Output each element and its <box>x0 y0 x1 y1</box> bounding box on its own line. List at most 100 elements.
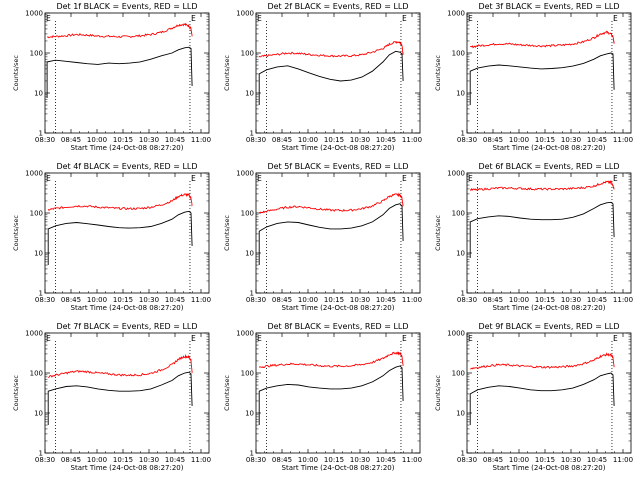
x-tick-label: 11:00 <box>613 296 633 304</box>
y-tick-label: 100 <box>30 210 43 218</box>
plot-frame <box>466 332 632 454</box>
y-axis-label: Counts/sec <box>223 375 231 411</box>
chart-title: Det 8f BLACK = Events, RED = LLD <box>267 322 408 331</box>
x-tick-label: 08:45 <box>272 456 292 464</box>
x-tick-label: 10:30 <box>561 456 581 464</box>
plot-frame <box>466 172 632 294</box>
chart-panel-8: Det 8f BLACK = Events, RED = LLD 1 10 100 10… <box>223 322 422 472</box>
y-tick-label: 10 <box>245 250 254 258</box>
x-tick-label: 08:30 <box>457 136 477 144</box>
y-tick-label: 100 <box>241 50 254 58</box>
y-tick-label: 1 <box>461 450 465 458</box>
marker-label-right: E <box>191 174 196 183</box>
x-tick-label: 11:00 <box>402 456 422 464</box>
chart-panel-5: Det 5f BLACK = Events, RED = LLD 1 10 100 10… <box>223 162 422 312</box>
y-tick-label: 100 <box>30 50 43 58</box>
x-axis-label: Start Time (24-Oct-08 08:27:20) <box>493 464 606 472</box>
series-line-lld <box>470 352 615 370</box>
marker-label-right: E <box>402 174 407 183</box>
chart-panel-1: Det 1f BLACK = Events, RED = LLD 1 10 100 10… <box>12 2 211 152</box>
y-tick-label: 1000 <box>25 330 43 338</box>
y-tick-label: 1 <box>39 450 43 458</box>
y-tick-label: 100 <box>452 370 465 378</box>
x-tick-label: 08:45 <box>483 296 503 304</box>
y-axis-label: Counts/sec <box>434 215 442 251</box>
x-axis-label: Start Time (24-Oct-08 08:27:20) <box>282 304 395 312</box>
x-tick-label: 10:30 <box>350 296 370 304</box>
x-tick-label: 10:00 <box>509 136 529 144</box>
x-axis-label: Start Time (24-Oct-08 08:27:20) <box>493 144 606 152</box>
x-tick-label: 10:00 <box>509 456 529 464</box>
x-tick-label: 10:45 <box>376 296 396 304</box>
series-line-lld <box>47 23 193 39</box>
x-tick-label: 08:30 <box>35 136 55 144</box>
x-axis-label: Start Time (24-Oct-08 08:27:20) <box>71 144 184 152</box>
series-line-lld <box>48 353 193 379</box>
x-tick-label: 08:45 <box>483 136 503 144</box>
x-tick-label: 08:30 <box>35 456 55 464</box>
x-tick-label: 10:15 <box>324 136 344 144</box>
plot-frame <box>255 172 421 294</box>
x-tick-label: 10:15 <box>113 456 133 464</box>
y-tick-label: 100 <box>452 210 465 218</box>
series-line-events <box>258 203 404 265</box>
chart-title: Det 4f BLACK = Events, RED = LLD <box>56 162 197 171</box>
y-axis-label: Counts/sec <box>223 215 231 251</box>
plot-frame <box>44 172 210 294</box>
x-tick-label: 10:00 <box>87 456 107 464</box>
x-tick-label: 08:30 <box>457 456 477 464</box>
x-tick-label: 10:15 <box>113 296 133 304</box>
y-tick-label: 10 <box>456 250 465 258</box>
y-tick-label: 1 <box>250 130 254 138</box>
x-tick-label: 08:30 <box>35 296 55 304</box>
x-tick-label: 10:15 <box>324 296 344 304</box>
marker-label-left: E <box>257 174 262 183</box>
y-tick-label: 1 <box>250 290 254 298</box>
y-axis-label: Counts/sec <box>223 55 231 91</box>
y-tick-label: 100 <box>241 370 254 378</box>
y-axis-label: Counts/sec <box>12 375 20 411</box>
marker-label-left: E <box>257 14 262 23</box>
plot-frame <box>466 12 632 134</box>
chart-title: Det 3f BLACK = Events, RED = LLD <box>478 2 619 11</box>
marker-label-left: E <box>46 334 51 343</box>
x-tick-label: 10:00 <box>509 296 529 304</box>
plot-frame <box>255 12 421 134</box>
x-axis-label: Start Time (24-Oct-08 08:27:20) <box>71 304 184 312</box>
y-tick-label: 10 <box>245 410 254 418</box>
series-line-lld <box>258 192 404 214</box>
x-tick-label: 11:00 <box>402 296 422 304</box>
x-tick-label: 10:30 <box>350 456 370 464</box>
x-tick-label: 10:00 <box>87 296 107 304</box>
chart-panel-9: Det 9f BLACK = Events, RED = LLD 1 10 100 10… <box>434 322 633 472</box>
x-tick-label: 11:00 <box>191 296 211 304</box>
x-axis-label: Start Time (24-Oct-08 08:27:20) <box>71 464 184 472</box>
chart-panel-2: Det 2f BLACK = Events, RED = LLD 1 10 100 10… <box>223 2 422 152</box>
x-tick-label: 08:30 <box>246 136 266 144</box>
x-tick-label: 11:00 <box>191 136 211 144</box>
series-line-events <box>47 371 193 425</box>
chart-title: Det 1f BLACK = Events, RED = LLD <box>56 2 197 11</box>
x-tick-label: 10:00 <box>298 136 318 144</box>
chart-title: Det 6f BLACK = Events, RED = LLD <box>478 162 619 171</box>
x-tick-label: 10:00 <box>298 296 318 304</box>
y-tick-label: 1 <box>250 450 254 458</box>
x-tick-label: 08:45 <box>483 456 503 464</box>
x-axis-label: Start Time (24-Oct-08 08:27:20) <box>493 304 606 312</box>
x-tick-label: 10:30 <box>139 136 159 144</box>
y-tick-label: 1 <box>461 130 465 138</box>
x-tick-label: 10:45 <box>376 136 396 144</box>
x-tick-label: 10:45 <box>165 296 185 304</box>
y-tick-label: 10 <box>456 410 465 418</box>
series-line-events <box>469 372 615 425</box>
x-axis-label: Start Time (24-Oct-08 08:27:20) <box>282 464 395 472</box>
marker-label-left: E <box>257 334 262 343</box>
y-tick-label: 1 <box>39 290 43 298</box>
series-line-lld <box>469 179 615 192</box>
marker-label-right: E <box>191 334 196 343</box>
x-axis-label: Start Time (24-Oct-08 08:27:20) <box>282 144 395 152</box>
marker-label-left: E <box>468 174 473 183</box>
series-line-events <box>258 50 404 105</box>
x-tick-label: 10:45 <box>587 136 607 144</box>
